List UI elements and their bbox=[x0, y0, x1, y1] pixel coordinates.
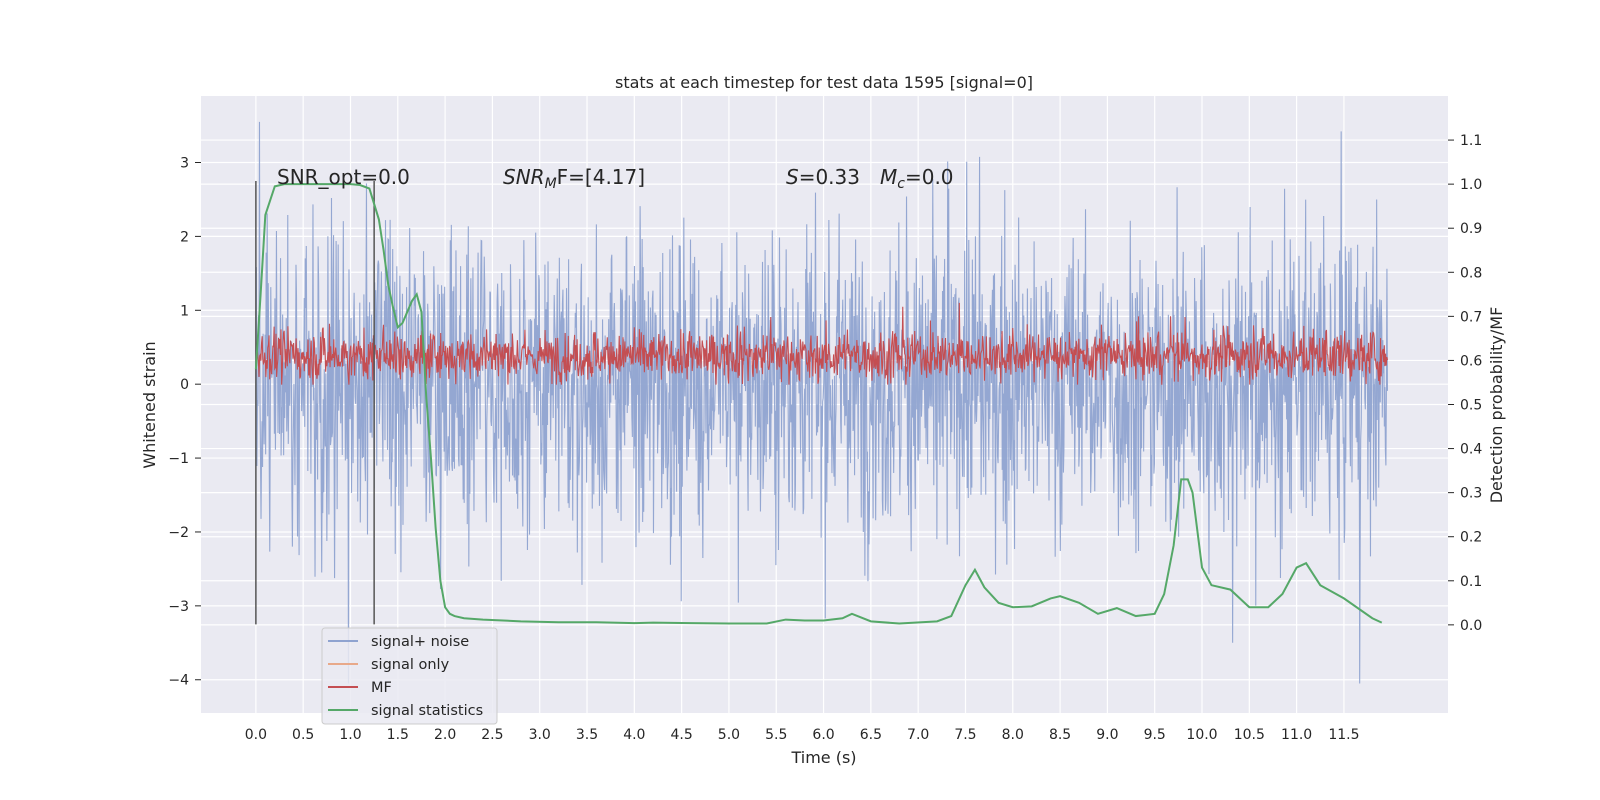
legend-label-signal-noise: signal+ noise bbox=[371, 634, 469, 650]
y-right-tick-label: 0.9 bbox=[1460, 221, 1482, 237]
x-tick-label: 0.0 bbox=[245, 727, 267, 743]
x-tick-label: 1.0 bbox=[339, 727, 361, 743]
chart-title: stats at each timestep for test data 159… bbox=[615, 73, 1033, 92]
x-tick-label: 0.5 bbox=[292, 727, 314, 743]
y-left-tick-label: −3 bbox=[168, 599, 189, 615]
x-tick-label: 2.0 bbox=[434, 727, 456, 743]
y-left-tick-label: −2 bbox=[168, 525, 189, 541]
y-right-tick-label: 0.5 bbox=[1460, 398, 1482, 414]
y-left-axis-label: Whitened strain bbox=[140, 341, 159, 468]
x-tick-label: 4.5 bbox=[671, 727, 693, 743]
y-right-tick-label: 0.3 bbox=[1460, 486, 1482, 502]
y-right-tick-label: 0.0 bbox=[1460, 618, 1482, 634]
annotation-mc: Mc=0.0 bbox=[880, 165, 954, 192]
legend-box bbox=[321, 627, 498, 725]
annotation-mc-main: M bbox=[880, 165, 897, 189]
x-tick-label: 1.5 bbox=[387, 727, 409, 743]
annotation-snr-mf: SNRMF=[4.17] bbox=[503, 165, 645, 192]
x-tick-label: 8.5 bbox=[1049, 727, 1071, 743]
legend-label-signal-statistics: signal statistics bbox=[371, 703, 483, 719]
annotation-s: S=0.33 bbox=[786, 165, 860, 189]
x-tick-label: 6.0 bbox=[812, 727, 834, 743]
x-tick-label: 3.5 bbox=[576, 727, 598, 743]
y-right-tick-label: 1.1 bbox=[1460, 133, 1482, 149]
y-right-tick-label: 1.0 bbox=[1460, 177, 1482, 193]
x-tick-label: 8.0 bbox=[1002, 727, 1024, 743]
annotation-s-value: =0.33 bbox=[799, 165, 860, 189]
y-right-tick-label: 0.1 bbox=[1460, 574, 1482, 590]
y-left-tick-label: 3 bbox=[180, 156, 189, 172]
x-axis-label: Time (s) bbox=[790, 748, 856, 767]
legend: signal+ noise signal only MF signal stat… bbox=[321, 627, 498, 725]
x-axis-ticks: 0.0 0.5 1.0 1.5 2.0 2.5 3.0 3.5 4.0 4.5 5.0 5.5 6.0 6… bbox=[245, 727, 1360, 743]
annotation-snr-opt: SNR_opt=0.0 bbox=[277, 165, 410, 189]
annotation-s-label: S bbox=[786, 165, 799, 189]
y-right-tick-label: 0.6 bbox=[1460, 353, 1482, 369]
signal-statistics-line bbox=[254, 183, 1383, 625]
legend-label-signal-only: signal only bbox=[371, 657, 450, 673]
x-tick-label: 5.0 bbox=[718, 727, 740, 743]
annotation-mc-sub: c bbox=[897, 176, 905, 192]
y-left-tick-label: −4 bbox=[168, 673, 189, 689]
x-tick-label: 11.5 bbox=[1328, 727, 1359, 743]
x-tick-label: 10.0 bbox=[1186, 727, 1217, 743]
vertical-markers bbox=[255, 180, 375, 625]
annotation-snr-mf-sub: M bbox=[545, 176, 557, 192]
x-tick-label: 9.0 bbox=[1096, 727, 1118, 743]
legend-label-mf: MF bbox=[371, 680, 392, 696]
x-tick-label: 3.0 bbox=[529, 727, 551, 743]
x-tick-label: 9.5 bbox=[1144, 727, 1166, 743]
annotation-mc-value: =0.0 bbox=[905, 165, 954, 189]
y-right-tick-label: 0.8 bbox=[1460, 265, 1482, 281]
x-tick-label: 4.0 bbox=[623, 727, 645, 743]
x-tick-label: 11.0 bbox=[1281, 727, 1312, 743]
x-tick-label: 2.5 bbox=[481, 727, 503, 743]
y-right-ticks: 1.1 1.0 0.9 0.8 0.7 0.6 0.5 0.4 0.3 0.2 0.1 0.0 bbox=[1448, 133, 1482, 634]
signal-noise-line bbox=[255, 121, 1388, 684]
y-right-tick-label: 0.4 bbox=[1460, 442, 1482, 458]
mf-line bbox=[255, 302, 1388, 385]
y-left-ticks: 3 2 1 0 −1 −2 −3 −4 bbox=[168, 156, 201, 689]
series-signal-statistics bbox=[254, 183, 1383, 625]
y-left-tick-label: 2 bbox=[180, 229, 189, 245]
annotation-snr-mf-main: SNR bbox=[503, 165, 545, 189]
x-tick-label: 6.5 bbox=[860, 727, 882, 743]
annotation-snr-mf-rest: F=[4.17] bbox=[557, 165, 645, 189]
x-tick-label: 5.5 bbox=[765, 727, 787, 743]
series-signal-noise bbox=[255, 121, 1388, 684]
x-tick-label: 10.5 bbox=[1234, 727, 1265, 743]
x-tick-label: 7.0 bbox=[907, 727, 929, 743]
y-right-tick-label: 0.2 bbox=[1460, 530, 1482, 546]
y-right-tick-label: 0.7 bbox=[1460, 309, 1482, 325]
y-left-tick-label: 0 bbox=[180, 377, 189, 393]
series-mf bbox=[255, 302, 1388, 385]
x-tick-label: 7.5 bbox=[954, 727, 976, 743]
y-left-tick-label: −1 bbox=[168, 451, 189, 467]
y-left-tick-label: 1 bbox=[180, 303, 189, 319]
y-right-axis-label: Detection probability/MF bbox=[1487, 307, 1506, 504]
